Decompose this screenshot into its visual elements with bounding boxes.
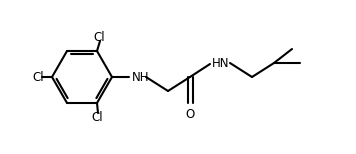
Text: Cl: Cl xyxy=(32,71,44,83)
Text: HN: HN xyxy=(212,57,230,69)
Text: Cl: Cl xyxy=(93,31,105,44)
Text: NH: NH xyxy=(132,71,150,83)
Text: O: O xyxy=(185,108,195,121)
Text: Cl: Cl xyxy=(91,111,103,124)
